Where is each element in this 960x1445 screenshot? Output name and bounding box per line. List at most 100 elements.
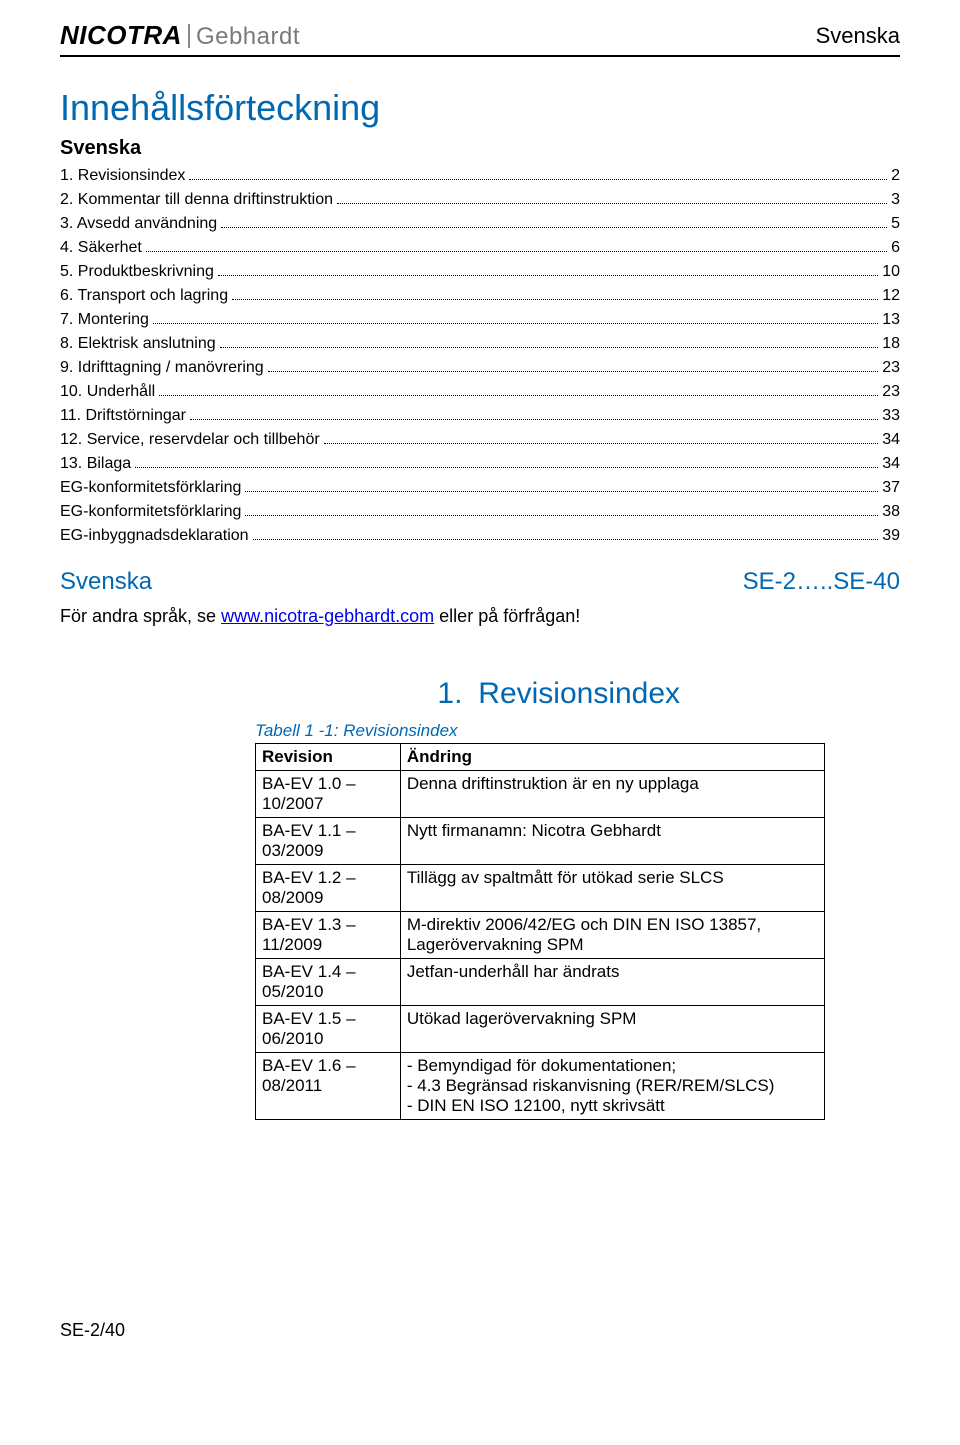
- section-1-title: Revisionsindex: [478, 677, 680, 710]
- toc-dots-icon: [220, 347, 879, 348]
- logo-gebhardt: Gebhardt: [196, 23, 300, 51]
- toc-item-page: 2: [891, 164, 900, 188]
- toc-dots-icon: [218, 275, 878, 276]
- toc-dots-icon: [135, 467, 878, 468]
- revision-table: Revision Ändring BA-EV 1.0 – 10/2007Denn…: [255, 743, 825, 1120]
- toc-item: EG-konformitetsförklaring 37: [60, 476, 900, 500]
- logo-divider-icon: [188, 24, 190, 48]
- table-cell: M-direktiv 2006/42/EG och DIN EN ISO 138…: [400, 912, 824, 959]
- toc-item-label: 11. Driftstörningar: [60, 404, 186, 428]
- table-caption: Tabell 1 -1: Revisionsindex: [255, 721, 900, 741]
- toc-title: Innehållsförteckning: [60, 87, 900, 129]
- toc-list: 1. Revisionsindex22. Kommentar till denn…: [60, 164, 900, 548]
- toc-dots-icon: [159, 395, 878, 396]
- toc-item-label: EG-konformitetsförklaring: [60, 476, 241, 500]
- table-cell: BA-EV 1.6 – 08/2011: [256, 1053, 401, 1120]
- toc-item-page: 13: [882, 308, 900, 332]
- logo-nicotra: NICOTRA: [60, 20, 182, 51]
- page-footer: SE-2/40: [60, 1320, 900, 1341]
- toc-item-page: 33: [882, 404, 900, 428]
- toc-item-label: 10. Underhåll: [60, 380, 155, 404]
- toc-item-label: 5. Produktbeskrivning: [60, 260, 214, 284]
- website-link[interactable]: www.nicotra-gebhardt.com: [221, 606, 434, 626]
- toc-item: 1. Revisionsindex 2: [60, 164, 900, 188]
- toc-item: 7. Montering 13: [60, 308, 900, 332]
- toc-item: 9. Idrifttagning / manövrering 23: [60, 356, 900, 380]
- language-range-right: SE-2…..SE-40: [743, 568, 900, 596]
- table-cell: BA-EV 1.0 – 10/2007: [256, 771, 401, 818]
- toc-item: 13. Bilaga34: [60, 452, 900, 476]
- toc-dots-icon: [268, 371, 879, 372]
- toc-item-page: 23: [882, 380, 900, 404]
- table-cell: BA-EV 1.4 – 05/2010: [256, 959, 401, 1006]
- table-cell: Tillägg av spaltmått för utökad serie SL…: [400, 865, 824, 912]
- table-cell: Jetfan-underhåll har ändrats: [400, 959, 824, 1006]
- toc-item: 4. Säkerhet6: [60, 236, 900, 260]
- toc-item-page: 10: [882, 260, 900, 284]
- toc-item-page: 5: [891, 212, 900, 236]
- toc-item-page: 18: [882, 332, 900, 356]
- toc-dots-icon: [324, 443, 879, 444]
- table-cell: Nytt firmanamn: Nicotra Gebhardt: [400, 818, 824, 865]
- section-1-heading: 1. Revisionsindex: [60, 677, 900, 711]
- table-row: BA-EV 1.1 – 03/2009Nytt firmanamn: Nicot…: [256, 818, 825, 865]
- toc-item: 6. Transport och lagring 12: [60, 284, 900, 308]
- col-change: Ändring: [400, 744, 824, 771]
- table-row: BA-EV 1.5 – 06/2010Utökad lagerövervakni…: [256, 1006, 825, 1053]
- toc-dots-icon: [190, 419, 878, 420]
- toc-dots-icon: [245, 491, 878, 492]
- toc-dots-icon: [245, 515, 878, 516]
- toc-item-page: 34: [882, 428, 900, 452]
- toc-item-label: 9. Idrifttagning / manövrering: [60, 356, 264, 380]
- toc-dots-icon: [253, 539, 879, 540]
- toc-item-page: 12: [882, 284, 900, 308]
- toc-item-page: 3: [891, 188, 900, 212]
- table-row: BA-EV 1.0 – 10/2007Denna driftinstruktio…: [256, 771, 825, 818]
- toc-item-label: 12. Service, reservdelar och tillbehör: [60, 428, 320, 452]
- toc-item: EG-inbyggnadsdeklaration 39: [60, 524, 900, 548]
- other-languages-note: För andra språk, se www.nicotra-gebhardt…: [60, 606, 900, 627]
- toc-dots-icon: [146, 251, 887, 252]
- table-cell: - Bemyndigad för dokumentationen;- 4.3 B…: [400, 1053, 824, 1120]
- toc-item-label: EG-inbyggnadsdeklaration: [60, 524, 249, 548]
- table-cell: BA-EV 1.1 – 03/2009: [256, 818, 401, 865]
- toc-item-label: 1. Revisionsindex: [60, 164, 185, 188]
- toc-item: 10. Underhåll 23: [60, 380, 900, 404]
- table-cell: BA-EV 1.3 – 11/2009: [256, 912, 401, 959]
- toc-item-label: 6. Transport och lagring: [60, 284, 228, 308]
- toc-item-label: 8. Elektrisk anslutning: [60, 332, 216, 356]
- other-lang-prefix: För andra språk, se: [60, 606, 221, 626]
- table-row: BA-EV 1.6 – 08/2011- Bemyndigad för doku…: [256, 1053, 825, 1120]
- section-1-number: 1.: [430, 677, 470, 711]
- brand-logo: NICOTRA Gebhardt: [60, 20, 300, 51]
- toc-item: 11. Driftstörningar 33: [60, 404, 900, 428]
- table-header-row: Revision Ändring: [256, 744, 825, 771]
- toc-dots-icon: [153, 323, 878, 324]
- toc-item-label: 7. Montering: [60, 308, 149, 332]
- other-lang-suffix: eller på förfrågan!: [434, 606, 580, 626]
- table-row: BA-EV 1.3 – 11/2009M-direktiv 2006/42/EG…: [256, 912, 825, 959]
- header-language: Svenska: [816, 23, 900, 49]
- toc-item: 12. Service, reservdelar och tillbehör 34: [60, 428, 900, 452]
- table-cell: BA-EV 1.2 – 08/2009: [256, 865, 401, 912]
- table-row: BA-EV 1.2 – 08/2009Tillägg av spaltmått …: [256, 865, 825, 912]
- toc-item-page: 34: [882, 452, 900, 476]
- toc-dots-icon: [221, 227, 887, 228]
- toc-item-page: 37: [882, 476, 900, 500]
- toc-item: EG-konformitetsförklaring38: [60, 500, 900, 524]
- toc-item-page: 6: [891, 236, 900, 260]
- toc-subtitle: Svenska: [60, 137, 900, 160]
- language-range-row: Svenska SE-2…..SE-40: [60, 568, 900, 596]
- toc-dots-icon: [232, 299, 878, 300]
- language-range-left: Svenska: [60, 568, 152, 596]
- toc-item: 3. Avsedd användning 5: [60, 212, 900, 236]
- toc-dots-icon: [189, 179, 887, 180]
- toc-item-page: 39: [882, 524, 900, 548]
- col-revision: Revision: [256, 744, 401, 771]
- toc-item-label: 3. Avsedd användning: [60, 212, 217, 236]
- page-header: NICOTRA Gebhardt Svenska: [60, 20, 900, 57]
- toc-item-page: 23: [882, 356, 900, 380]
- toc-item: 8. Elektrisk anslutning 18: [60, 332, 900, 356]
- table-cell: Denna driftinstruktion är en ny upplaga: [400, 771, 824, 818]
- toc-item-label: EG-konformitetsförklaring: [60, 500, 241, 524]
